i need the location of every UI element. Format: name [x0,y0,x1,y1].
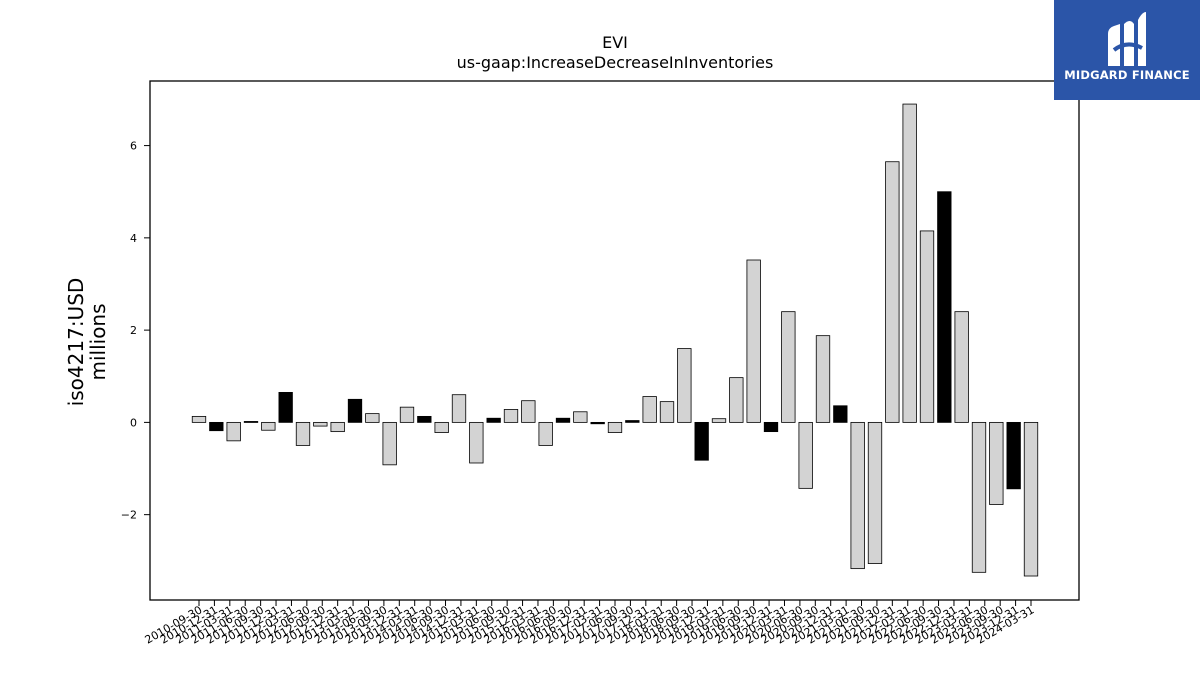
bar [209,421,224,432]
bar [1023,421,1039,577]
y-tick-label: 4 [130,232,137,245]
bar [625,420,640,423]
bar [763,421,779,433]
bar [417,415,432,423]
y-tick-label: −2 [121,509,137,522]
bar [677,348,692,423]
bar [781,311,796,423]
bar [642,396,657,423]
bar [365,413,380,423]
chart-subtitle: us-gaap:IncreaseDecreaseInInventories [457,53,774,72]
bar [382,421,397,466]
bar [954,311,969,423]
chart-title: EVI [602,33,628,52]
bar [746,259,761,423]
bar [937,191,952,423]
bar [278,391,293,423]
bar [919,230,935,423]
y-tick-label: 2 [130,324,137,337]
midgard-finance-logo: MIDGARD FINANCE [1054,0,1200,100]
bar [659,401,675,423]
bar [469,421,484,464]
plot-frame [149,80,1080,601]
midgard-m-logo-icon [1108,12,1146,66]
bars-group [191,103,1039,577]
bar [226,421,241,442]
bar [434,421,449,433]
bar [867,421,883,564]
y-ticks-group: −2 0 2 4 6 [121,140,150,522]
bar [694,421,709,461]
y-tick-label: 0 [130,416,137,429]
bar [191,415,207,423]
bar [243,421,259,423]
logo-text: MIDGARD FINANCE [1064,68,1190,82]
bar [573,411,588,423]
bar [885,161,900,423]
x-ticks-group: 2010-09-302010-12-312011-03-312011-06-30… [143,600,1037,647]
bar [989,421,1004,505]
bar [486,417,501,423]
bar [971,421,987,573]
bar [538,421,553,446]
bar [330,421,345,433]
y-axis-label: iso4217:USD millions [64,278,110,407]
bar [833,405,848,423]
bar [555,417,571,423]
bar [399,406,415,423]
bar [607,421,623,433]
bar [850,421,865,570]
bar [295,421,311,446]
bar [815,335,831,423]
bar [798,421,813,489]
bar [451,394,467,423]
bar [902,103,917,423]
y-axis-label-line2: millions [86,303,110,380]
bar [313,421,328,427]
bar [729,377,744,423]
bar [521,400,536,423]
y-axis-label-line1: iso4217:USD [64,278,88,407]
bar [1006,421,1021,490]
y-tick-label: 6 [130,140,137,153]
bar [590,421,605,425]
bar [347,398,363,423]
bar [503,409,519,423]
bar [711,418,727,423]
bar [261,421,276,431]
